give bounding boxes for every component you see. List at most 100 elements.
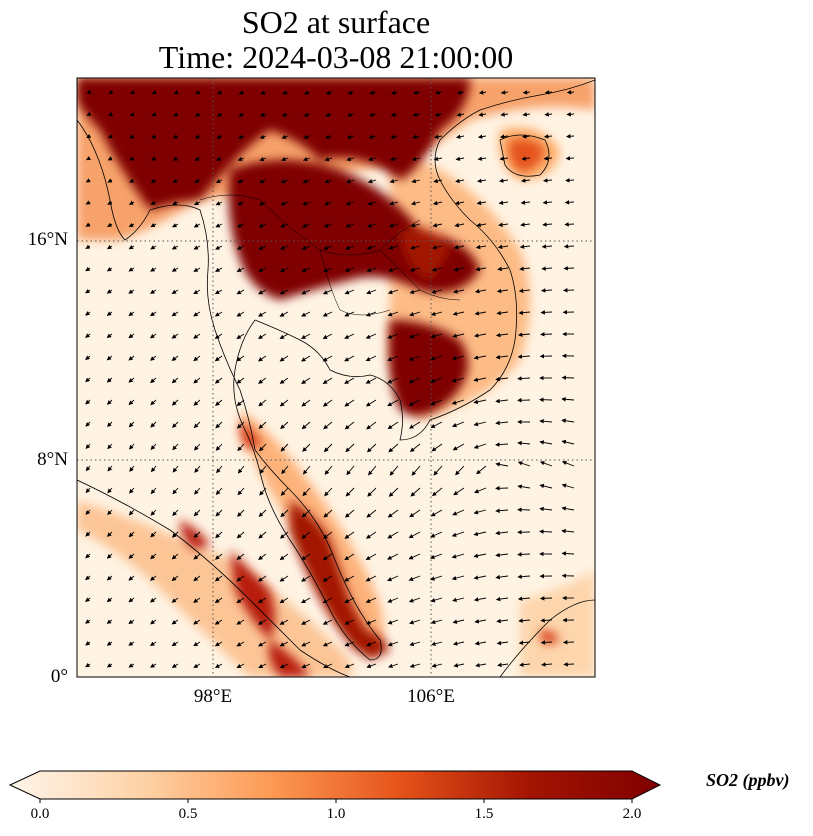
- wind-arrow: [172, 509, 179, 517]
- wind-arrow: [475, 244, 487, 250]
- wind-arrow: [390, 112, 399, 117]
- wind-arrow: [172, 134, 179, 139]
- wind-arrow: [215, 245, 223, 250]
- wind-arrow: [539, 506, 553, 512]
- wind-arrow: [322, 641, 333, 647]
- wind-arrow: [128, 333, 135, 339]
- wind-arrow: [151, 90, 157, 95]
- wind-arrow: [106, 244, 113, 250]
- wind-arrow: [108, 89, 114, 94]
- wind-arrow: [151, 134, 157, 139]
- wind-arrow: [366, 245, 377, 250]
- wind-arrow: [216, 465, 223, 474]
- wind-arrow: [193, 289, 201, 295]
- wind-arrow: [451, 531, 465, 537]
- wind-arrow: [258, 531, 267, 539]
- wind-arrow: [107, 443, 113, 450]
- wind-arrow: [540, 332, 553, 337]
- wind-arrow: [237, 156, 245, 161]
- wind-arrow: [85, 377, 91, 383]
- wind-arrow: [473, 531, 487, 537]
- wind-arrow: [455, 465, 465, 476]
- wind-arrow: [150, 487, 157, 495]
- wind-arrow: [566, 90, 575, 95]
- colorbar-tick-label: 2.0: [622, 806, 642, 822]
- wind-arrow: [106, 289, 113, 294]
- wind-arrow: [345, 201, 355, 206]
- wind-arrow: [302, 443, 311, 452]
- wind-arrow: [258, 267, 267, 272]
- wind-arrow: [387, 553, 399, 560]
- wind-arrow: [237, 134, 245, 139]
- wind-arrow: [561, 418, 575, 423]
- wind-arrow: [107, 222, 113, 227]
- wind-arrow: [495, 442, 509, 447]
- wind-arrow: [303, 90, 311, 95]
- wind-arrow: [171, 553, 179, 560]
- colorbar: [8, 770, 662, 803]
- wind-arrow: [563, 662, 575, 667]
- wind-arrow: [258, 289, 267, 295]
- wind-arrow: [85, 311, 91, 316]
- wind-arrow: [236, 641, 245, 647]
- wind-arrow: [85, 487, 91, 494]
- wind-arrow: [193, 597, 201, 603]
- wind-arrow: [473, 509, 487, 515]
- wind-arrow: [497, 662, 509, 668]
- wind-arrow: [280, 223, 289, 228]
- wind-arrow: [193, 223, 201, 228]
- wind-arrow: [430, 377, 443, 383]
- wind-arrow: [430, 355, 443, 361]
- map-title-line2: Time: 2024-03-08 21:00:00: [158, 39, 514, 75]
- wind-arrow: [344, 531, 355, 539]
- wind-arrow: [499, 134, 509, 139]
- wind-arrow: [366, 267, 377, 273]
- wind-arrow: [565, 178, 575, 183]
- wind-arrow: [150, 267, 157, 272]
- wind-arrow: [85, 531, 91, 537]
- wind-arrow: [411, 465, 421, 476]
- wind-arrow: [259, 156, 267, 162]
- wind-arrow: [108, 111, 114, 116]
- wind-arrow: [520, 200, 531, 205]
- wind-arrow: [259, 465, 267, 474]
- wind-arrow: [518, 618, 531, 623]
- wind-arrow: [128, 663, 135, 668]
- wind-arrow: [347, 112, 355, 117]
- wind-arrow: [216, 134, 223, 139]
- wind-arrow: [237, 443, 245, 452]
- wind-arrow: [430, 531, 443, 538]
- wind-arrow: [106, 619, 113, 624]
- wind-arrow: [172, 178, 179, 183]
- wind-arrow: [193, 333, 201, 339]
- wind-arrow: [389, 201, 399, 206]
- wind-arrow: [301, 267, 311, 273]
- wind-arrow: [408, 377, 421, 384]
- wind-arrow: [365, 619, 377, 625]
- wind-arrow: [322, 575, 333, 582]
- wind-arrow: [432, 487, 443, 497]
- wind-arrow: [172, 421, 179, 428]
- wind-arrow: [215, 443, 223, 451]
- wind-arrow: [455, 156, 465, 162]
- wind-arrow: [474, 311, 487, 316]
- wind-arrow: [323, 509, 333, 518]
- wind-arrow: [237, 201, 245, 206]
- wind-arrow: [346, 156, 355, 162]
- wind-arrow: [540, 288, 553, 293]
- wind-arrow: [279, 267, 289, 272]
- wind-arrow: [150, 421, 157, 428]
- colorbar-label: SO2 (ppbv): [706, 770, 790, 790]
- wind-arrow: [561, 375, 575, 380]
- wind-arrow: [387, 509, 399, 518]
- wind-arrow: [473, 553, 487, 558]
- lat-label-0: 0°: [50, 666, 68, 687]
- wind-arrow: [564, 200, 575, 205]
- wind-arrow: [452, 619, 465, 624]
- wind-arrow: [521, 134, 531, 139]
- wind-arrow: [367, 179, 377, 184]
- wind-arrow: [519, 266, 531, 271]
- wind-arrow: [344, 355, 355, 362]
- wind-arrow: [172, 156, 179, 161]
- wind-arrow: [194, 465, 201, 473]
